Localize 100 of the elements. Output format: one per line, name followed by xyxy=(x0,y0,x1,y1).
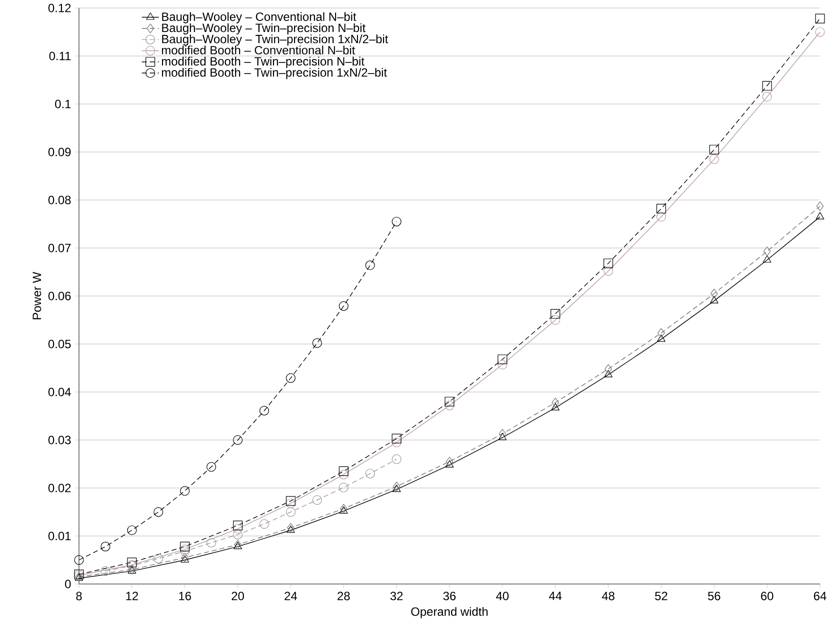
x-tick-label: 20 xyxy=(232,592,244,600)
x-tick-label: 44 xyxy=(548,592,562,600)
point xyxy=(552,398,560,408)
point xyxy=(181,552,189,562)
point xyxy=(762,80,772,91)
point xyxy=(180,542,190,552)
y-tick-label: 0.08 xyxy=(48,196,71,204)
point xyxy=(658,328,665,338)
point xyxy=(180,555,190,563)
point xyxy=(233,435,243,445)
legend-label: modified Booth – Twin–precision N–bit xyxy=(162,56,364,68)
legend-label: modified Booth – Conventional N–bit xyxy=(162,46,356,54)
x-tick-label: 12 xyxy=(126,592,138,600)
point xyxy=(709,154,719,164)
point xyxy=(154,554,164,564)
x-tick-label: 8 xyxy=(76,592,82,600)
point xyxy=(338,482,348,492)
point xyxy=(206,538,216,548)
y-tick-label: 0.1 xyxy=(55,100,71,108)
point xyxy=(550,308,560,319)
y-tick-label: 0.06 xyxy=(48,292,71,300)
point xyxy=(392,434,402,444)
y-tick-label: 0.11 xyxy=(49,52,71,60)
point xyxy=(498,428,506,439)
point xyxy=(816,201,824,212)
legend-label: Baugh–Wooley – Twin–precision N–bit xyxy=(162,23,366,34)
point xyxy=(392,454,402,464)
point xyxy=(604,370,612,378)
point xyxy=(312,495,322,505)
point xyxy=(286,373,296,383)
x-tick-label: 28 xyxy=(338,592,350,600)
point xyxy=(312,338,322,348)
point xyxy=(498,360,508,370)
y-tick-label: 0 xyxy=(65,580,71,588)
y-tick-label: 0.12 xyxy=(48,4,71,12)
point xyxy=(710,296,718,304)
point xyxy=(233,524,243,534)
point xyxy=(498,432,507,440)
y-axis-title: Power W xyxy=(32,272,42,320)
x-tick-label: 48 xyxy=(602,592,614,600)
point xyxy=(604,364,612,374)
y-tick-label: 0.03 xyxy=(48,436,71,444)
point xyxy=(100,542,110,552)
point xyxy=(180,486,190,496)
point xyxy=(816,212,824,220)
x-tick-label: 56 xyxy=(708,592,720,600)
point xyxy=(233,530,243,540)
point xyxy=(338,301,348,311)
x-tick-label: 24 xyxy=(284,592,298,600)
point xyxy=(286,498,296,508)
x-tick-label: 16 xyxy=(179,592,191,600)
point xyxy=(365,260,375,270)
x-tick-label: 36 xyxy=(443,592,456,600)
point xyxy=(259,406,270,416)
point xyxy=(233,520,243,530)
y-tick-label: 0.01 xyxy=(48,532,71,540)
point xyxy=(127,558,137,568)
point xyxy=(604,266,614,276)
legend-label: Baugh–Wooley – Conventional N–bit xyxy=(162,12,356,24)
y-tick-label: 0.05 xyxy=(48,340,71,348)
point xyxy=(762,92,772,102)
point xyxy=(709,144,719,154)
point xyxy=(763,246,771,256)
y-tick-label: 0.09 xyxy=(48,148,71,156)
point xyxy=(340,504,348,514)
point xyxy=(154,507,164,517)
point xyxy=(657,334,666,342)
point xyxy=(392,482,400,492)
x-axis-title: Operand width xyxy=(411,607,488,618)
point xyxy=(339,506,348,514)
legend-label: modified Booth – Twin–precision 1xN/2–bit xyxy=(162,68,387,80)
point xyxy=(338,466,348,476)
y-tick-label: 0.04 xyxy=(48,388,71,396)
point xyxy=(550,315,560,325)
point xyxy=(656,212,666,222)
x-tick-label: 52 xyxy=(655,592,668,600)
point xyxy=(259,519,270,529)
point xyxy=(392,216,402,226)
legend-label: Baugh–Wooley – Twin–precision 1xN/2–bit xyxy=(162,34,388,46)
point xyxy=(100,566,110,576)
point xyxy=(656,204,666,214)
x-tick-label: 32 xyxy=(390,592,403,600)
point xyxy=(604,258,614,268)
y-tick-label: 0.07 xyxy=(48,244,71,252)
point xyxy=(498,354,508,364)
point xyxy=(74,555,84,565)
point xyxy=(206,462,216,472)
point xyxy=(446,456,454,466)
point xyxy=(815,14,825,24)
point xyxy=(551,403,560,410)
point xyxy=(127,525,137,536)
point xyxy=(762,255,772,263)
point xyxy=(710,288,718,298)
point xyxy=(365,468,375,478)
point xyxy=(444,396,454,406)
point xyxy=(286,496,296,506)
point xyxy=(445,460,454,468)
point xyxy=(815,27,825,37)
y-tick-label: 0.02 xyxy=(48,484,71,492)
point xyxy=(392,484,401,492)
